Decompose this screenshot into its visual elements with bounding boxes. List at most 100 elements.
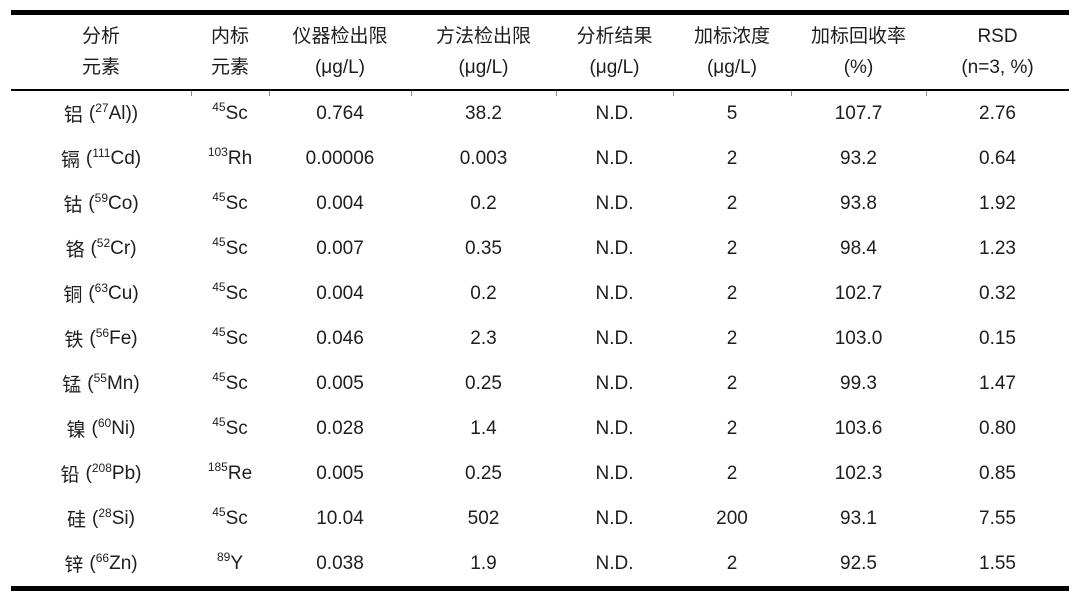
cell-analysis-result: N.D. xyxy=(595,372,634,394)
cell-analyte-element: 镉(111 Cd) xyxy=(11,136,191,181)
cell-instrument-detection-limit: 0.00006 xyxy=(305,147,375,169)
element-symbol: Cr xyxy=(110,237,131,259)
column-header-line2: 元素 xyxy=(210,57,249,78)
cell-spike-concentration: 2 xyxy=(726,147,738,169)
column-header: 仪器检出限 (μg/L) xyxy=(268,15,411,96)
element-open-paren: ( xyxy=(85,147,93,169)
column-header-line1: 仪器检出限 xyxy=(292,26,388,47)
cell-internal-standard: 45 Sc xyxy=(191,406,269,451)
element-mass-number: 28 xyxy=(98,505,112,520)
element-open-paren: ( xyxy=(88,102,96,124)
column-header-line2: (μg/L) xyxy=(706,57,757,78)
istd-mass-number: 45 xyxy=(212,189,226,204)
istd-symbol: Sc xyxy=(225,282,248,304)
cell-rsd: 0.85 xyxy=(979,462,1016,484)
element-name: 铁 xyxy=(64,330,84,351)
cell-spike-concentration: 2 xyxy=(726,237,738,259)
element-mass-number: 60 xyxy=(97,415,112,430)
cell-instrument-detection-limit: 0.046 xyxy=(316,327,364,349)
cell-internal-standard: 89 Y xyxy=(191,541,269,586)
cell-rsd: 7.55 xyxy=(979,507,1016,529)
column-header-line1: 内标 xyxy=(210,26,249,47)
table-row: 铅(208 Pb) 185 Re 0.005 0.25 N.D. 2 102.3 0… xyxy=(11,451,1069,496)
element-name: 镉 xyxy=(60,150,80,171)
element-mass-number: 56 xyxy=(95,325,110,340)
element-close-paren: ) xyxy=(133,372,140,394)
table-header-row: 分析 元素 内标 元素 仪器检出限 (μg/L) 方法检出限 (μg/L) 分析… xyxy=(11,15,1069,96)
cell-spike-recovery: 99.3 xyxy=(840,372,877,394)
table-row: 锌(66 Zn) 89 Y 0.038 1.9 N.D. 2 92.5 1.55 xyxy=(11,541,1069,586)
element-name: 锌 xyxy=(64,555,84,576)
cell-instrument-detection-limit: 0.004 xyxy=(316,192,364,214)
cell-rsd: 1.47 xyxy=(979,372,1016,394)
cell-instrument-detection-limit: 0.005 xyxy=(316,462,364,484)
column-header-line1: 加标浓度 xyxy=(693,26,770,47)
table-row: 钴(59 Co) 45 Sc 0.004 0.2 N.D. 2 93.8 1.92 xyxy=(11,181,1069,226)
cell-method-detection-limit: 0.25 xyxy=(465,462,502,484)
cell-analysis-result: N.D. xyxy=(595,282,634,304)
istd-mass-number: 45 xyxy=(212,279,226,294)
element-mass-number: 27 xyxy=(95,100,109,115)
cell-spike-recovery: 102.7 xyxy=(834,282,883,304)
table-header: 分析 元素 内标 元素 仪器检出限 (μg/L) 方法检出限 (μg/L) 分析… xyxy=(11,10,1069,96)
element-open-paren: ( xyxy=(90,237,97,259)
element-symbol: Zn xyxy=(109,552,132,574)
cell-method-detection-limit: 38.2 xyxy=(465,102,502,124)
cell-internal-standard: 45 Sc xyxy=(191,91,269,136)
element-mass-number: 55 xyxy=(93,370,107,385)
cell-instrument-detection-limit: 0.007 xyxy=(316,237,364,259)
istd-symbol: Sc xyxy=(225,102,248,124)
table-row: 铝(27 Al)) 45 Sc 0.764 38.2 N.D. 5 107.7 2.… xyxy=(11,91,1069,136)
element-name: 钴 xyxy=(63,195,83,216)
column-header-line1: 加标回收率 xyxy=(810,26,906,47)
cell-spike-concentration: 2 xyxy=(726,462,738,484)
element-close-paren: ) xyxy=(132,282,139,304)
table-body: 铝(27 Al)) 45 Sc 0.764 38.2 N.D. 5 107.7 2.… xyxy=(11,91,1069,591)
element-name: 铬 xyxy=(65,240,85,261)
cell-spike-concentration: 5 xyxy=(726,102,738,124)
element-open-paren: ( xyxy=(89,552,96,574)
cell-internal-standard: 45 Sc xyxy=(191,181,269,226)
element-mass-number: 66 xyxy=(95,550,110,565)
cell-analyte-element: 镍(60 Ni) xyxy=(11,406,191,451)
cell-instrument-detection-limit: 0.005 xyxy=(316,372,364,394)
element-name: 铜 xyxy=(63,285,83,306)
cell-spike-concentration: 2 xyxy=(726,552,738,574)
element-name: 锰 xyxy=(62,375,82,396)
cell-rsd: 1.92 xyxy=(979,192,1016,214)
element-symbol: Pb xyxy=(111,462,136,484)
column-header-line2: (n=3, %) xyxy=(961,57,1034,78)
column-header-line1: RSD xyxy=(977,26,1018,47)
istd-mass-number: 45 xyxy=(212,324,226,339)
cell-method-detection-limit: 0.2 xyxy=(470,192,497,214)
istd-mass-number: 89 xyxy=(216,549,231,564)
column-header-line1: 分析 xyxy=(81,26,120,47)
element-mass-number: 208 xyxy=(91,460,112,475)
cell-rsd: 0.80 xyxy=(979,417,1016,439)
table-row: 铬(52 Cr) 45 Sc 0.007 0.35 N.D. 2 98.4 1.23 xyxy=(11,226,1069,271)
istd-symbol: Rh xyxy=(227,147,253,169)
istd-mass-number: 45 xyxy=(212,414,226,429)
element-name: 铅 xyxy=(60,465,80,486)
istd-mass-number: 45 xyxy=(212,369,226,384)
cell-spike-recovery: 103.6 xyxy=(834,417,883,439)
element-mass-number: 52 xyxy=(96,235,111,250)
cell-spike-recovery: 92.5 xyxy=(840,552,877,574)
cell-internal-standard: 185 Re xyxy=(191,451,269,496)
istd-mass-number: 103 xyxy=(207,144,228,159)
cell-method-detection-limit: 0.003 xyxy=(459,147,508,169)
cell-spike-recovery: 98.4 xyxy=(840,237,877,259)
element-close-paren: ) xyxy=(135,462,142,484)
cell-internal-standard: 45 Sc xyxy=(191,271,269,316)
cell-instrument-detection-limit: 0.028 xyxy=(316,417,364,439)
element-open-paren: ( xyxy=(92,507,99,529)
cell-method-detection-limit: 2.3 xyxy=(470,327,497,349)
column-header-line1: 方法检出限 xyxy=(435,26,531,47)
cell-method-detection-limit: 1.4 xyxy=(470,417,497,439)
istd-symbol: Sc xyxy=(225,372,248,394)
element-close-paren: ) xyxy=(131,552,138,574)
istd-symbol: Sc xyxy=(225,327,248,349)
element-close-paren: )) xyxy=(125,102,139,124)
cell-spike-concentration: 200 xyxy=(716,507,748,529)
element-symbol: Co xyxy=(108,192,133,214)
